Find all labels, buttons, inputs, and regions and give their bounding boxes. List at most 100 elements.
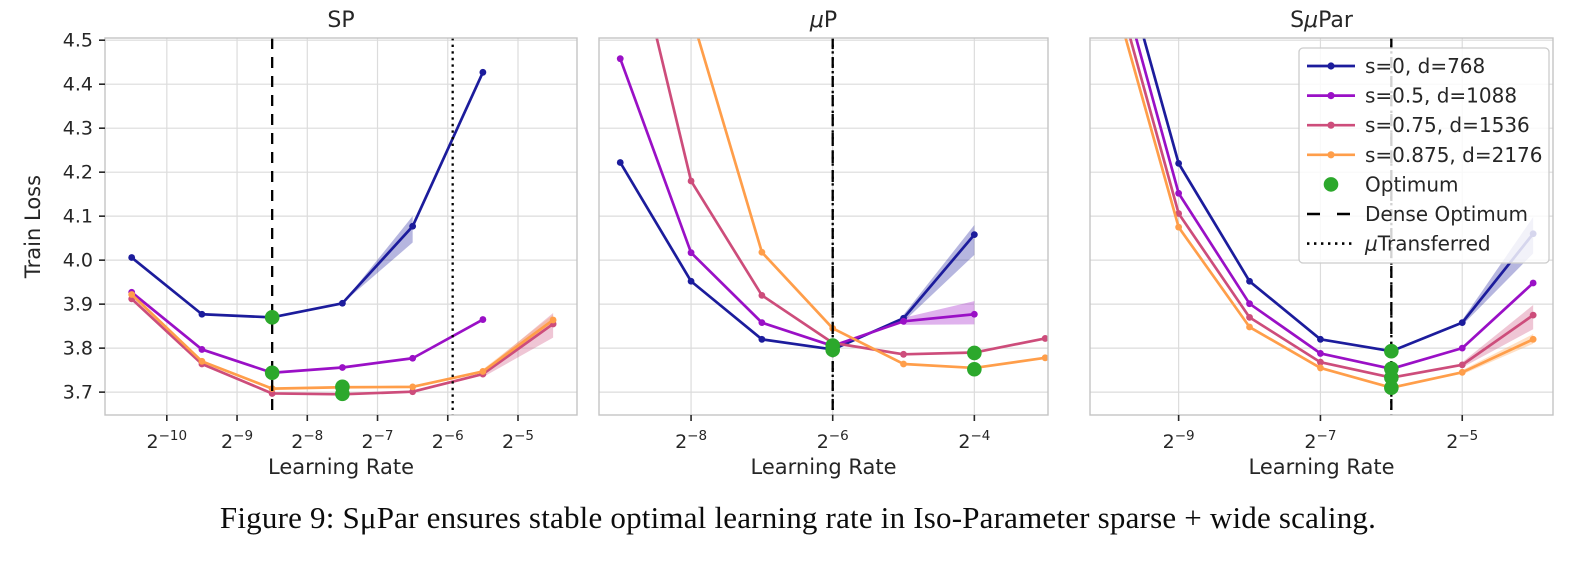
data-point (1458, 319, 1466, 327)
figure-caption: Figure 9: SμPar ensures stable optimal l… (219, 500, 1377, 535)
data-point (128, 291, 136, 298)
data-point (900, 317, 907, 325)
data-point (479, 68, 487, 76)
optimum-marker (1384, 343, 1399, 359)
y-tick-label: 4.2 (63, 162, 93, 184)
data-point (1246, 277, 1253, 285)
legend-marker-dot (1327, 121, 1335, 129)
plot-border (1089, 37, 1554, 416)
data-point (688, 10, 695, 17)
data-point (758, 248, 766, 256)
data-point (758, 319, 766, 327)
data-point (549, 316, 557, 324)
data-point (900, 350, 907, 358)
legend-entry-dense-optimum: Dense Optimum (1307, 202, 1528, 226)
y-axis-label: Train Loss (21, 175, 45, 279)
legend-entry-s-0-d-768: s=0, d=768 (1307, 54, 1485, 78)
data-point (1175, 223, 1183, 231)
optimum-marker (264, 310, 280, 325)
data-point (1041, 335, 1048, 342)
data-point (339, 299, 346, 307)
x-axis: 2−8 2−6 2−4 (675, 415, 990, 453)
grid (599, 38, 1048, 415)
y-tick-label: 3.8 (63, 338, 93, 360)
subplot-title-sp: SP (327, 8, 354, 33)
data-point (616, 159, 624, 166)
data-point (1458, 368, 1466, 376)
data-point (687, 249, 695, 257)
series-line-s-0-d-768 (130, 70, 485, 319)
series-line-s-0.875-d-2176 (696, 38, 1047, 370)
legend-entry-optimum: Optimum (1323, 172, 1458, 196)
data-point (1246, 300, 1253, 308)
data-point (198, 346, 206, 353)
y-tick-label: 3.7 (63, 382, 93, 404)
data-point (758, 335, 766, 343)
legend-label: s=0.5, d=1088 (1365, 84, 1517, 108)
optimum-marker (1384, 380, 1399, 396)
data-point (479, 316, 487, 323)
legend-box (1298, 47, 1550, 264)
data-point (616, 55, 624, 63)
x-tick-label: 2−8 (291, 428, 323, 453)
y-tick-label: 4.3 (63, 118, 93, 140)
data-point (1041, 354, 1048, 362)
data-point (1317, 335, 1324, 343)
optimum-marker (967, 361, 982, 377)
legend-marker-dot (1327, 151, 1335, 159)
legend-marker-dot (1327, 62, 1335, 70)
data-point (409, 383, 417, 391)
data-point (1246, 313, 1253, 321)
optimum-marker (1384, 370, 1399, 385)
data-point (268, 390, 276, 397)
legend-entry--transferred: μTransferred (1307, 232, 1491, 256)
data-point (900, 360, 907, 368)
legend-marker-dot (1327, 92, 1335, 100)
data-point (1175, 189, 1183, 197)
x-axis: 2−9 2−7 2−5 (1163, 415, 1478, 453)
data-point (479, 368, 487, 375)
data-point (409, 354, 417, 362)
data-point (198, 357, 206, 365)
x-tick-label: 2−9 (1163, 428, 1195, 453)
data-point (1458, 361, 1466, 369)
legend-entry-s-0.5-d-1088: s=0.5, d=1088 (1307, 84, 1517, 108)
data-point (198, 310, 206, 318)
error-band-navy (342, 216, 413, 304)
data-point (1317, 364, 1324, 372)
data-point (1529, 311, 1537, 319)
data-point (1317, 358, 1324, 366)
x-axis-label: Learning Rate (751, 455, 897, 479)
grid (105, 38, 577, 415)
x-tick-label: 2−8 (675, 428, 707, 453)
data-point (128, 254, 136, 261)
x-tick-label: 2−10 (147, 428, 188, 453)
x-tick-label: 2−7 (1304, 428, 1336, 453)
legend-entry-s-0.875-d-2176: s=0.875, d=2176 (1307, 143, 1543, 167)
data-point (687, 177, 695, 185)
y-tick-label: 4.0 (63, 250, 93, 272)
data-point (1175, 210, 1183, 217)
y-tick-label: 4.5 (63, 30, 93, 52)
legend-entry-s-0.75-d-1536: s=0.75, d=1536 (1307, 113, 1530, 137)
data-point (687, 277, 695, 285)
data-point (339, 364, 346, 371)
x-tick-label: 2−7 (362, 428, 394, 453)
plot-area (105, 38, 577, 415)
optimum-marker (825, 342, 841, 358)
x-tick-label: 2−6 (817, 428, 849, 453)
data-point (409, 388, 417, 396)
x-tick-label: 2−6 (432, 428, 464, 453)
data-point (1529, 335, 1537, 343)
legend-label: s=0.875, d=2176 (1365, 143, 1543, 167)
series-markers-orange (688, 10, 1048, 372)
optimum-marker (264, 365, 280, 381)
y-tick-label: 3.9 (63, 294, 93, 316)
data-point (1317, 350, 1324, 357)
optimum-marker (967, 345, 982, 361)
data-point (409, 222, 417, 230)
optimum-marker (335, 386, 350, 402)
series-line-s-0.5-d-1088 (130, 290, 485, 375)
